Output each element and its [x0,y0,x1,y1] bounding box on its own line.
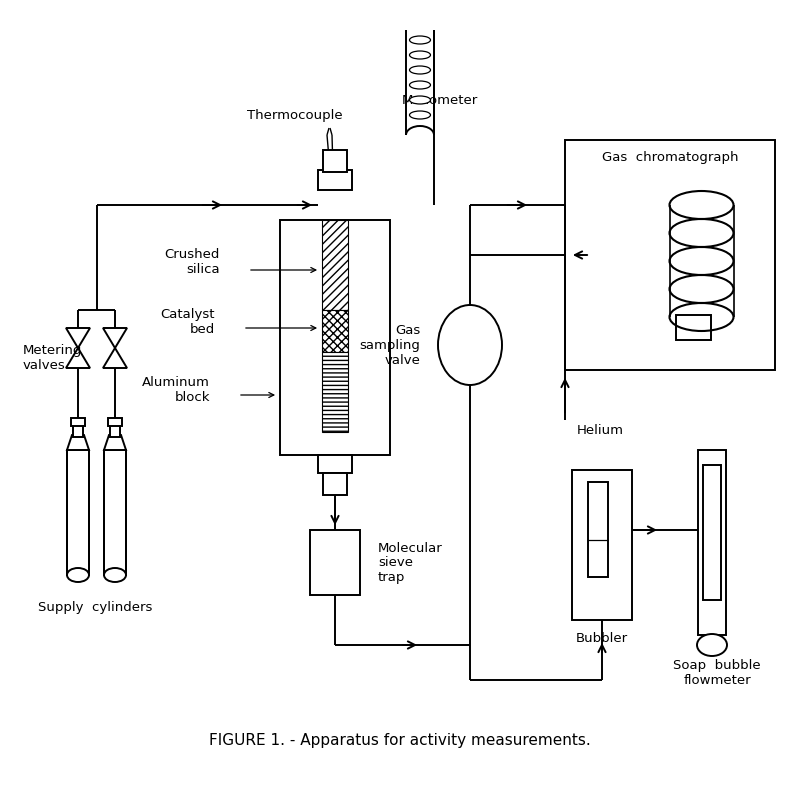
Ellipse shape [438,305,502,385]
Bar [73,425,83,437]
Ellipse shape [697,634,727,656]
Text: Supply  cylinders: Supply cylinders [38,602,152,615]
Polygon shape [67,435,89,450]
Bar [322,352,348,432]
Ellipse shape [410,111,430,119]
Ellipse shape [410,81,430,89]
Text: Gas  chromatograph: Gas chromatograph [602,151,738,164]
Bar [323,473,347,495]
Text: Gas
sampling
valve: Gas sampling valve [359,324,420,366]
Text: Metering
valves: Metering valves [23,344,82,372]
Text: Crushed
silica: Crushed silica [165,248,220,276]
Text: Helium: Helium [577,423,623,436]
Bar [703,465,721,600]
Bar [71,418,85,426]
Bar [588,482,608,577]
Bar [698,450,726,635]
Bar [676,315,711,340]
Ellipse shape [410,36,430,44]
Bar [310,530,360,595]
Bar [67,450,89,575]
Text: Bubbler: Bubbler [576,631,628,645]
Bar [280,220,390,455]
Bar [322,310,348,352]
Ellipse shape [410,51,430,59]
Bar [318,170,352,190]
Bar [318,455,352,473]
Text: Aluminum
block: Aluminum block [142,376,210,404]
Text: Thermocouple: Thermocouple [247,109,343,121]
Text: Soap  bubble
flowmeter: Soap bubble flowmeter [673,659,761,687]
Bar [323,150,347,172]
Bar [108,418,122,426]
Bar [565,140,775,370]
Polygon shape [104,435,126,450]
Ellipse shape [410,66,430,74]
Ellipse shape [104,568,126,582]
Text: FIGURE 1. - Apparatus for activity measurements.: FIGURE 1. - Apparatus for activity measu… [209,733,591,748]
Bar [104,450,126,575]
Bar [572,470,632,620]
Text: Manometer: Manometer [402,94,478,106]
Bar [322,220,348,310]
Ellipse shape [67,568,89,582]
Ellipse shape [410,96,430,104]
Text: Molecular
sieve
trap: Molecular sieve trap [378,542,442,584]
Bar [110,425,120,437]
Text: Catalyst
bed: Catalyst bed [161,308,215,336]
